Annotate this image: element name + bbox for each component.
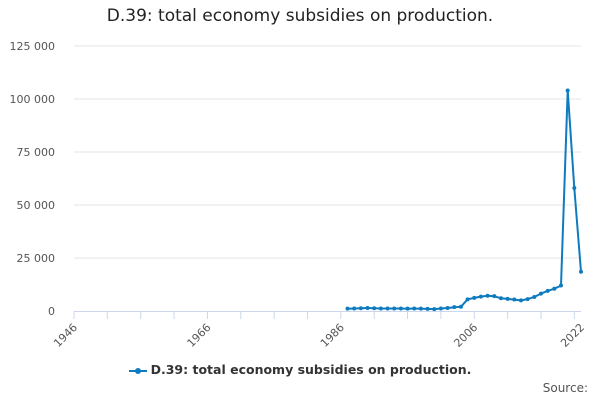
y-tick-label: 75 000 (17, 146, 56, 159)
data-point[interactable] (412, 306, 417, 311)
series-line (346, 89, 582, 311)
data-point[interactable] (432, 307, 437, 312)
y-tick-label: 0 (48, 305, 55, 318)
data-point[interactable] (458, 304, 463, 309)
data-point[interactable] (392, 306, 397, 311)
data-point[interactable] (405, 306, 410, 311)
source-credit[interactable]: Source: (542, 381, 588, 395)
data-point[interactable] (358, 306, 363, 311)
x-tick-label: 1946 (51, 321, 80, 350)
data-point[interactable] (498, 296, 503, 301)
data-point[interactable] (492, 294, 497, 299)
data-point[interactable] (385, 306, 390, 311)
x-tick-label: 2022 (558, 321, 587, 350)
data-point[interactable] (465, 297, 470, 302)
data-point[interactable] (472, 295, 477, 300)
x-tick-label: 1966 (185, 321, 214, 350)
data-point[interactable] (552, 286, 557, 291)
data-point[interactable] (372, 306, 377, 311)
data-point[interactable] (565, 88, 570, 93)
y-tick-label: 125 000 (10, 40, 56, 53)
data-point[interactable] (572, 186, 577, 191)
legend[interactable]: D.39: total economy subsidies on product… (0, 362, 600, 377)
data-point[interactable] (452, 305, 457, 310)
data-point[interactable] (558, 283, 563, 288)
x-axis (73, 311, 581, 319)
data-point[interactable] (525, 297, 530, 302)
data-point[interactable] (478, 294, 483, 299)
data-point[interactable] (425, 306, 430, 311)
data-point[interactable] (438, 306, 443, 311)
data-point[interactable] (532, 295, 537, 300)
data-point[interactable] (545, 288, 550, 293)
x-axis-tick-labels: 1946 1966 1986 2006 2022 (51, 321, 587, 350)
x-tick-label: 2006 (451, 321, 480, 350)
data-point[interactable] (445, 306, 450, 311)
legend-label: D.39: total economy subsidies on product… (150, 362, 472, 377)
y-tick-label: 50 000 (17, 199, 56, 212)
x-tick-label: 1986 (318, 321, 347, 350)
y-gridlines (74, 45, 581, 259)
data-point[interactable] (518, 298, 523, 303)
series-group (345, 88, 583, 312)
y-tick-label: 25 000 (17, 252, 56, 265)
data-point[interactable] (485, 293, 490, 298)
data-point[interactable] (418, 306, 423, 311)
y-tick-label: 100 000 (10, 93, 56, 106)
data-point[interactable] (512, 297, 517, 302)
chart-title: D.39: total economy subsidies on product… (106, 6, 494, 26)
y-axis-tick-labels: 0 25 000 50 000 75 000 100 000 125 000 (10, 40, 56, 318)
data-point[interactable] (352, 306, 357, 311)
data-point[interactable] (345, 306, 350, 311)
data-point[interactable] (398, 306, 403, 311)
legend-line-marker-icon (128, 366, 147, 376)
data-point[interactable] (538, 291, 543, 296)
data-point[interactable] (365, 306, 370, 311)
data-point[interactable] (579, 269, 583, 274)
data-point[interactable] (378, 306, 383, 311)
data-point[interactable] (505, 296, 510, 301)
